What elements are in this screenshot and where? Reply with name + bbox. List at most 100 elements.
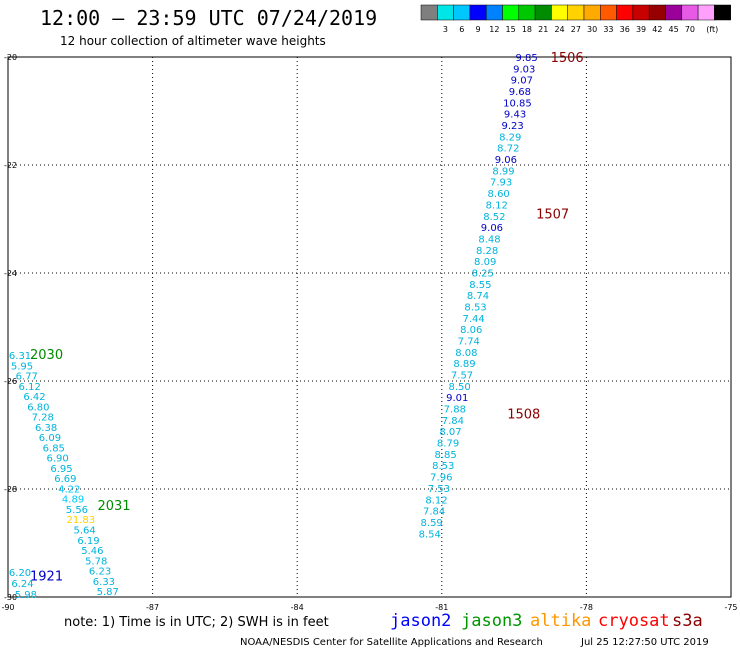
swh-value-label: 5.87 [97,587,119,598]
satellite-name-jason2: jason2 [390,611,451,631]
swh-value-label: 6.24 [11,579,33,590]
legend-label: 12 [489,25,499,34]
x-tick-label: -75 [724,603,737,612]
legend-label: 36 [620,25,630,34]
legend-swatch [681,4,699,21]
satellite-name-cryosat: cryosat [598,611,670,631]
y-tick-label: -22 [4,161,17,170]
legend-label: 15 [506,25,516,34]
swh-value-label: 5.64 [74,526,96,537]
swh-value-label: 6.80 [27,402,49,413]
legend-swatch [502,4,520,21]
swh-value-label: 5.46 [81,546,103,557]
legend-swatch [485,4,503,21]
legend-label: 27 [571,25,581,34]
swh-value-label: 8.59 [421,518,443,529]
swh-value-label: 9.07 [511,76,533,87]
swh-value-label: 5.78 [85,556,107,567]
legend-swatch [551,4,568,21]
swh-value-label: 8.60 [488,189,510,200]
legend-swatch [453,4,471,21]
legend-label: 9 [476,25,481,34]
pass-number-label: 2030 [30,348,63,363]
swh-value-label: 7.88 [444,405,466,416]
pass-number-label: 1506 [551,51,584,66]
swh-value-label: 10.85 [503,98,532,109]
legend-label: 30 [587,25,597,34]
legend-swatch [534,4,552,21]
swh-value-label: 4.22 [58,484,80,495]
swh-value-label: 7.96 [430,473,452,484]
swh-value-label: 9.85 [515,53,537,64]
swh-value-label: 7.84 [442,416,464,427]
x-tick-label: -81 [435,603,448,612]
chart-subtitle: 12 hour collection of altimeter wave hei… [60,34,326,48]
swh-value-label: 6.09 [39,433,61,444]
swh-value-label: 8.08 [455,348,477,359]
legend-swatch [518,4,536,21]
swh-value-label: 6.38 [35,423,57,434]
swh-value-label: 8.12 [486,200,508,211]
x-tick-label: -90 [1,603,14,612]
swh-value-label: 6.69 [54,474,76,485]
units-note: note: 1) Time is in UTC; 2) SWH is in fe… [64,615,329,630]
pass-number-label: 1508 [507,407,540,422]
swh-value-label: 8.52 [483,212,505,223]
legend-label: 3 [443,25,448,34]
y-tick-label: -20 [4,53,17,62]
legend-label: 70 [685,25,695,34]
legend-swatch [420,4,438,21]
pass-number-label: 2031 [97,499,130,514]
swh-value-label: 8.50 [449,382,471,393]
legend-label: 24 [554,25,564,34]
swh-value-label: 6.12 [19,382,41,393]
footer-credit: NOAA/NESDIS Center for Satellite Applica… [240,637,543,648]
swh-value-label: 7.84 [423,507,445,518]
swh-value-label: 7.28 [32,413,54,424]
swh-value-label: 8.28 [476,246,498,257]
swh-value-label: 21.83 [66,515,95,526]
plot-grid [8,57,731,597]
swh-value-label: 5.98 [15,590,37,601]
swh-value-label: 7.74 [458,337,480,348]
swh-value-label: 8.74 [467,291,489,302]
x-tick-label: -78 [580,603,593,612]
swh-value-label: 9.43 [504,110,526,121]
legend-unit: (ft) [706,25,718,34]
swh-value-label: 8.53 [432,461,454,472]
satellite-name-s3a: s3a [672,611,703,631]
legend-swatch [583,4,601,21]
swh-value-label: 9.06 [495,155,517,166]
legend-swatch [437,4,454,21]
x-tick-label: -84 [291,603,304,612]
y-tick-label: -24 [4,269,17,278]
swh-value-label: 8.85 [435,450,457,461]
axis-ticks: -90 -87 -84 -81 -78 -75 -20 -22 -24 -26 -28 -30 [1,53,737,612]
legend-swatch [567,4,585,21]
swh-value-label: 5.95 [11,361,33,372]
swh-value-label: 8.53 [464,302,486,313]
legend-swatch [714,4,731,21]
swh-value-label: 9.68 [509,87,531,98]
swh-value-label: 7.57 [451,371,473,382]
swh-value-label: 8.12 [425,495,447,506]
swh-value-label: 5.56 [66,505,88,516]
legend-label: 18 [522,25,532,34]
swh-value-label: 8.89 [453,359,475,370]
x-tick-label: -87 [146,603,159,612]
plot-frame [7,56,732,598]
legend-swatch [469,4,487,21]
swh-value-label: 9.01 [446,393,468,404]
swh-value-label: 8.07 [439,427,461,438]
legend-label: 39 [636,25,646,34]
legend-swatch [600,4,617,21]
swh-value-label: 8.99 [492,166,514,177]
legend-swatch [632,4,650,21]
swh-value-label: 7.44 [462,314,484,325]
swh-value-label: 8.09 [474,257,496,268]
swh-value-label: 8.48 [478,234,500,245]
pass-number-label: 1921 [30,569,63,584]
swh-value-label: 6.95 [50,464,72,475]
chart-title: 12:00 – 23:59 UTC 07/24/2019 [40,6,377,30]
swh-value-label: 6.20 [9,568,31,579]
